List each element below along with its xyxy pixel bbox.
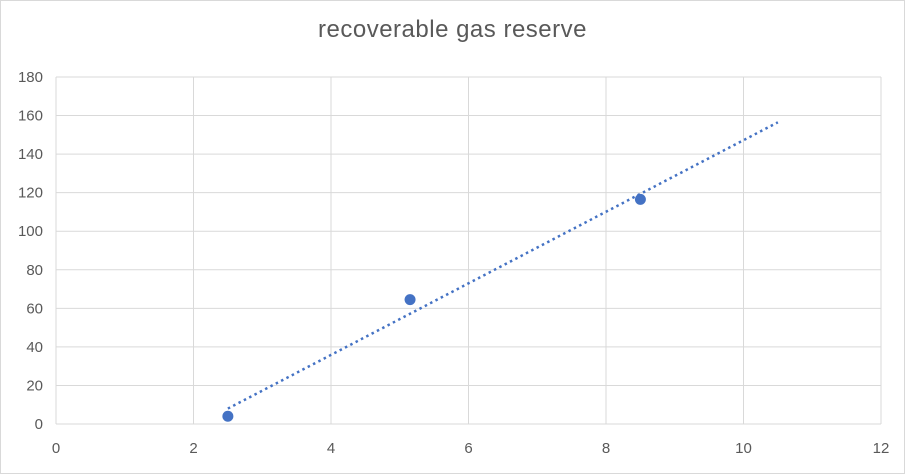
x-tick-label: 4 <box>327 440 335 457</box>
y-tick-label: 140 <box>18 146 43 163</box>
data-point <box>634 193 646 205</box>
data-point <box>222 410 234 422</box>
x-tick-label: 12 <box>873 440 890 457</box>
x-tick-label: 10 <box>735 440 752 457</box>
chart-title: recoverable gas reserve <box>318 16 587 43</box>
y-tick-label: 100 <box>18 223 43 240</box>
trendline <box>227 121 779 410</box>
data-point <box>404 294 416 306</box>
y-tick-label: 60 <box>26 300 43 317</box>
y-tick-label: 180 <box>18 69 43 86</box>
x-tick-label: 6 <box>464 440 472 457</box>
x-tick-label: 2 <box>189 440 197 457</box>
y-tick-label: 0 <box>35 416 43 433</box>
y-tick-label: 80 <box>26 262 43 279</box>
y-tick-label: 120 <box>18 185 43 202</box>
y-tick-label: 40 <box>26 339 43 356</box>
y-tick-label: 160 <box>18 108 43 125</box>
y-tick-label: 20 <box>26 377 43 394</box>
x-tick-label: 0 <box>52 440 60 457</box>
x-tick-label: 8 <box>602 440 610 457</box>
